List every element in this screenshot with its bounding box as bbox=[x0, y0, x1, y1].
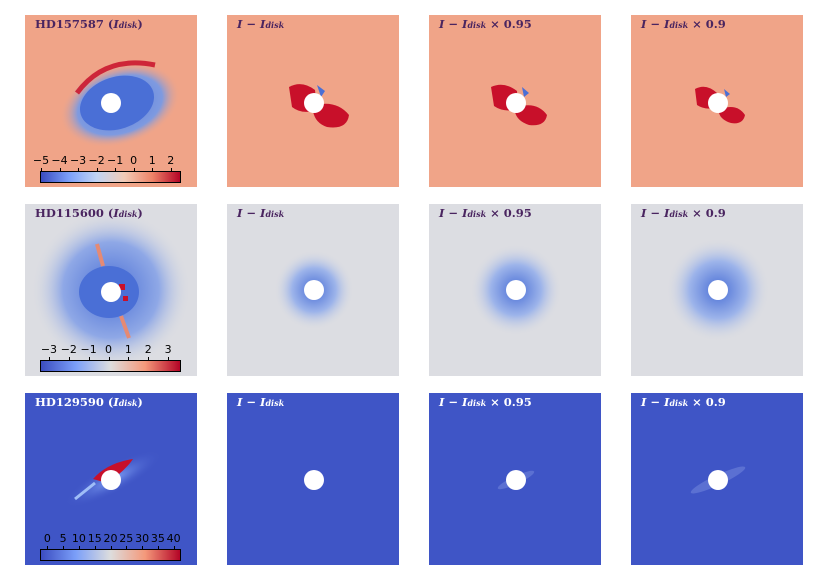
colorbar-tick-mark bbox=[48, 357, 50, 360]
residual-image bbox=[666, 238, 770, 342]
panel-r3-c2: I − Idisk bbox=[227, 393, 399, 565]
colorbar-tick-mark bbox=[170, 168, 172, 171]
residual-image bbox=[274, 250, 354, 330]
panel-r1-c4: I − Idisk × 0.9 bbox=[631, 15, 803, 187]
residual-image bbox=[690, 466, 746, 494]
colorbar-tick-mark bbox=[126, 546, 128, 549]
colorbar bbox=[40, 360, 181, 372]
panel-title: I − Idisk bbox=[237, 17, 285, 31]
colorbar-tick-mark bbox=[142, 546, 144, 549]
colorbar-tick-label: 2 bbox=[167, 154, 175, 167]
panel-r1-c2: I − Idisk bbox=[227, 15, 399, 187]
panel-r1-c1: HD157587 (Idisk) −5 −4 −3 −2 −1 0 1 2 bbox=[25, 15, 197, 187]
colorbar-tick-label: 3 bbox=[164, 343, 172, 356]
colorbar-tick-label: 0 bbox=[130, 154, 138, 167]
panel-title: HD115600 (Idisk) bbox=[35, 206, 143, 220]
colorbar-tick-label: 5 bbox=[59, 532, 67, 545]
panel-title: I − Idisk × 0.9 bbox=[641, 17, 726, 31]
colorbar-tick-mark bbox=[148, 357, 150, 360]
colorbar-tick-label: −3 bbox=[40, 343, 58, 356]
colorbar-tick-mark bbox=[152, 168, 154, 171]
colorbar-tick-mark bbox=[96, 168, 98, 171]
panel-r2-c2: I − Idisk bbox=[227, 204, 399, 376]
colorbar-tick-label: −5 bbox=[32, 154, 50, 167]
colorbar-ticks: −3 −2 −1 0 1 2 3 bbox=[40, 343, 181, 360]
panel-r2-c3: I − Idisk × 0.95 bbox=[429, 204, 601, 376]
panel-r3-c4: I − Idisk × 0.9 bbox=[631, 393, 803, 565]
colorbar-tick-mark bbox=[78, 546, 80, 549]
colorbar-tick-mark bbox=[133, 168, 135, 171]
colorbar-tick-mark bbox=[108, 357, 110, 360]
colorbar-tick-mark bbox=[88, 357, 90, 360]
colorbar-tick-mark bbox=[78, 168, 80, 171]
disk-image bbox=[59, 60, 181, 148]
panel-title: I − Idisk × 0.95 bbox=[439, 395, 532, 409]
panel-r1-c3: I − Idisk × 0.95 bbox=[429, 15, 601, 187]
colorbar-tick-mark bbox=[157, 546, 159, 549]
colorbar-tick-mark bbox=[68, 357, 70, 360]
colorbar-tick-label: 1 bbox=[148, 154, 156, 167]
residual-image bbox=[470, 244, 562, 336]
disk-image bbox=[63, 450, 163, 508]
colorbar-tick-label: 30 bbox=[135, 532, 150, 545]
residual-image bbox=[491, 84, 547, 126]
colorbar-tick-mark bbox=[168, 357, 170, 360]
panel-r2-c4: I − Idisk × 0.9 bbox=[631, 204, 803, 376]
colorbar-ticks: 0 5 10 15 20 25 30 35 40 bbox=[40, 532, 181, 549]
panel-title: I − Idisk bbox=[237, 206, 285, 220]
colorbar-tick-label: 25 bbox=[119, 532, 134, 545]
colorbar-tick-label: 0 bbox=[43, 532, 51, 545]
disk-image bbox=[31, 210, 191, 370]
colorbar-tick-label: 0 bbox=[105, 343, 112, 356]
colorbar-tick-mark bbox=[110, 546, 112, 549]
colorbar-tick-label: −3 bbox=[69, 154, 87, 167]
colorbar-tick-label: 35 bbox=[150, 532, 165, 545]
colorbar-tick-label: −2 bbox=[88, 154, 105, 167]
colorbar-tick-mark bbox=[47, 546, 49, 549]
panel-title: I − Idisk × 0.95 bbox=[439, 17, 532, 31]
colorbar-tick-mark bbox=[94, 546, 96, 549]
colorbar-tick-label: 40 bbox=[166, 532, 181, 545]
colorbar-tick-label: 2 bbox=[144, 343, 152, 356]
colorbar-tick-label: 1 bbox=[124, 343, 132, 356]
colorbar-tick-mark bbox=[115, 168, 117, 171]
panel-title: I − Idisk × 0.95 bbox=[439, 206, 532, 220]
residual-image bbox=[695, 86, 745, 124]
colorbar-tick-label: 10 bbox=[71, 532, 86, 545]
residual-image bbox=[289, 84, 349, 128]
panel-title: I − Idisk × 0.9 bbox=[641, 206, 726, 220]
colorbar-tick-label: −2 bbox=[60, 343, 77, 356]
panel-title: I − Idisk × 0.9 bbox=[641, 395, 726, 409]
colorbar bbox=[40, 549, 181, 561]
panel-title: I − Idisk bbox=[237, 395, 285, 409]
colorbar-tick-mark bbox=[128, 357, 130, 360]
colorbar-tick-label: −4 bbox=[51, 154, 68, 167]
colorbar bbox=[40, 171, 181, 183]
panel-r2-c1: HD115600 (Idisk) −3 −2 −1 0 1 2 3 bbox=[25, 204, 197, 376]
panel-r3-c3: I − Idisk × 0.95 bbox=[429, 393, 601, 565]
panel-r3-c1: HD129590 (Idisk) 0 5 10 15 20 25 30 35 40 bbox=[25, 393, 197, 565]
colorbar-tick-label: −1 bbox=[107, 154, 124, 167]
colorbar-tick-mark bbox=[41, 168, 42, 171]
panel-title: HD129590 (Idisk) bbox=[35, 395, 143, 409]
panel-title: HD157587 (Idisk) bbox=[35, 17, 143, 31]
colorbar-tick-mark bbox=[173, 546, 175, 549]
colorbar-tick-mark bbox=[63, 546, 65, 549]
colorbar-tick-label: −1 bbox=[80, 343, 97, 356]
residual-image bbox=[497, 470, 535, 490]
colorbar-tick-label: 20 bbox=[103, 532, 118, 545]
residual-image bbox=[304, 470, 324, 490]
colorbar-tick-mark bbox=[59, 168, 61, 171]
colorbar-tick-label: 15 bbox=[87, 532, 102, 545]
colorbar-ticks: −5 −4 −3 −2 −1 0 1 2 bbox=[33, 154, 181, 171]
